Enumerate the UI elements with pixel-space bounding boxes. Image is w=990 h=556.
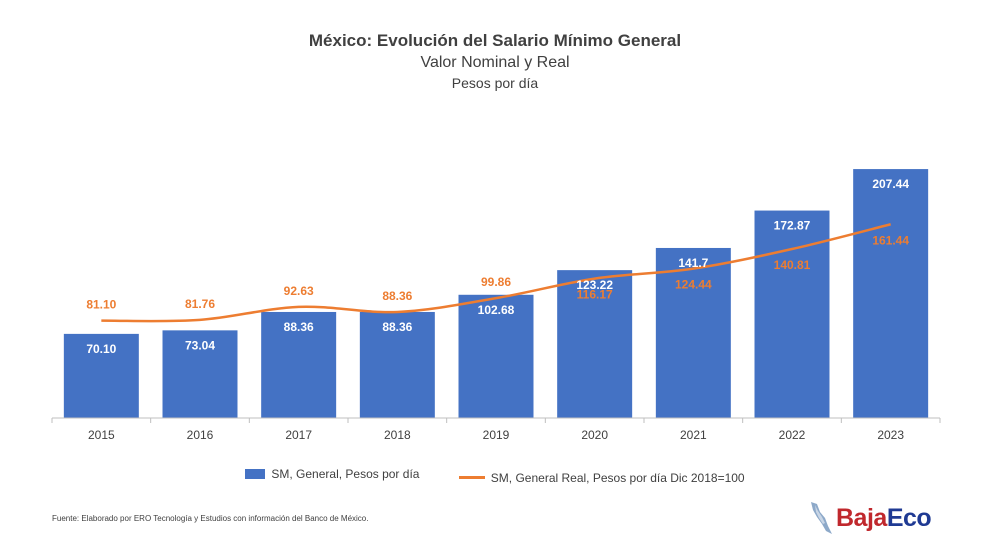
legend-line-label: SM, General Real, Pesos por día Dic 2018… <box>490 470 745 485</box>
bar-value-label-2023: 207.44 <box>872 177 909 191</box>
legend-bar-swatch <box>245 469 266 479</box>
line-value-label-2018: 88.36 <box>382 289 412 303</box>
x-tick-label-2019: 2019 <box>483 428 510 442</box>
chart-legend: SM, General, Pesos por día SM, General R… <box>0 467 990 485</box>
line-value-label-2023: 161.44 <box>872 233 909 247</box>
line-value-label-2021: 124.44 <box>675 278 712 292</box>
legend-line-swatch <box>458 476 485 479</box>
x-tick-label-2015: 2015 <box>88 428 115 442</box>
bar-2019 <box>458 294 534 418</box>
legend-item-bar: SM, General, Pesos por día <box>245 467 419 481</box>
bar-2015 <box>63 333 139 418</box>
chart-unit: Pesos por día <box>451 75 539 91</box>
bar-value-label-2020: 123.22 <box>576 278 613 292</box>
bar-2016 <box>162 330 238 418</box>
x-tick-label-2020: 2020 <box>581 428 608 442</box>
bar-2020 <box>557 270 633 418</box>
bajaeco-logo: BajaEco <box>808 500 932 536</box>
bar-value-label-2018: 88.36 <box>382 320 412 334</box>
chart-title: México: Evolución del Salario Mínimo Gen… <box>308 31 682 50</box>
bar-value-label-2021: 141.7 <box>678 256 708 270</box>
baja-peninsula-icon <box>811 502 832 534</box>
source-footnote: Fuente: Elaborado por ERO Tecnología y E… <box>52 514 369 523</box>
chart-canvas: 2015 2016 2017 2018 2019 2020 2021 2022 2023 70.1… <box>51 169 941 442</box>
line-value-label-2016: 81.76 <box>185 297 215 311</box>
x-tick-label-2021: 2021 <box>680 428 707 442</box>
x-tick-label-2018: 2018 <box>384 428 411 442</box>
x-tick-label-2022: 2022 <box>779 428 806 442</box>
x-tick-label-2017: 2017 <box>285 428 312 442</box>
logo-text: BajaEco <box>836 503 932 532</box>
x-tick-label-2023: 2023 <box>877 428 904 442</box>
bar-2022 <box>754 210 830 418</box>
bar-2021 <box>655 247 731 418</box>
line-value-label-2020: 116.17 <box>577 288 613 302</box>
bar-2017 <box>261 311 337 418</box>
line-value-label-2017: 92.63 <box>284 284 314 298</box>
real-wage-line <box>101 223 891 323</box>
line-value-label-2022: 140.81 <box>774 258 811 272</box>
bar-value-label-2017: 88.36 <box>284 320 314 334</box>
bar-value-label-2015: 70.10 <box>86 342 116 356</box>
line-value-label-2019: 99.86 <box>481 275 511 289</box>
bar-value-label-2022: 172.87 <box>774 219 811 233</box>
bar-2023 <box>853 169 929 418</box>
bar-value-label-2019: 102.68 <box>478 303 515 317</box>
line-value-label-2015: 81.10 <box>86 298 116 312</box>
chart-titles: México: Evolución del Salario Mínimo Gen… <box>0 30 990 93</box>
x-tick-label-2016: 2016 <box>187 428 214 442</box>
chart-subtitle: Valor Nominal y Real <box>420 54 570 71</box>
bar-value-label-2016: 73.04 <box>185 338 215 352</box>
bar-2018 <box>359 311 435 418</box>
legend-item-line: SM, General Real, Pesos por día Dic 2018… <box>458 470 745 485</box>
legend-bar-label: SM, General, Pesos por día <box>271 467 420 481</box>
